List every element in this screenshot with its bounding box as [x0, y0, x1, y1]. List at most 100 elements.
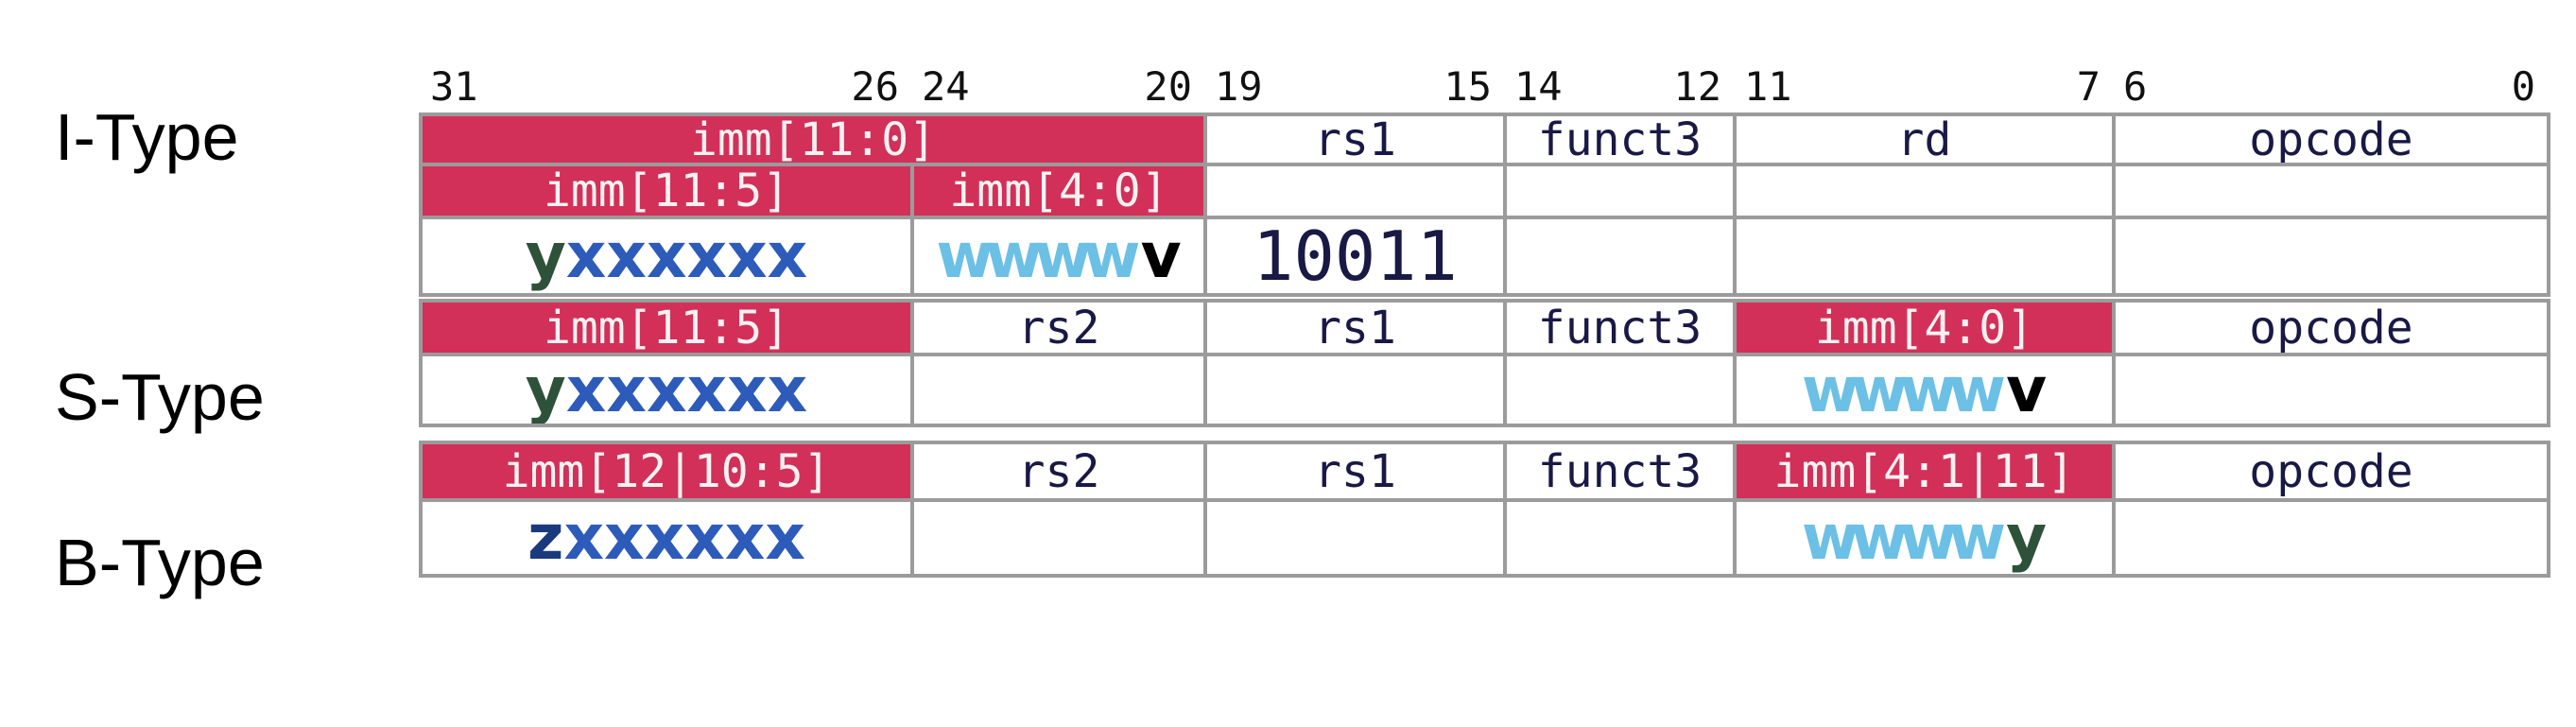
value-char: w [1801, 355, 1859, 425]
value-cell: wwwwv [1733, 353, 2116, 427]
format-table-i-type: imm[11:0] rs1 funct3 rd opcode imm[11:5] imm[4… [419, 113, 2550, 297]
format-label-s-type: S-Type [55, 360, 265, 434]
format-table-s-type: imm[11:5] rs2 rs1 funct3 imm[4:0] opcode yxxxx… [419, 299, 2550, 427]
empty-bit-cell [910, 498, 1207, 578]
field-name-cell: rs2 [910, 299, 1207, 356]
value-char: x [604, 501, 645, 574]
bit-index-low: 0 [2511, 63, 2535, 110]
value-char: w [1850, 501, 1909, 574]
value-char: w [1948, 355, 2007, 425]
value-char: w [1948, 501, 2007, 574]
bit-index-high: 11 [1744, 63, 1792, 110]
empty-bit-cell [1503, 216, 1737, 297]
imm-field-cell: imm[4:0] [1733, 299, 2116, 356]
empty-bit-cell [2112, 163, 2550, 219]
empty-bit-cell [1203, 353, 1507, 427]
bit-index-low: 20 [1144, 63, 1192, 110]
table-row: zxxxxxx wwwwy [419, 498, 2550, 578]
value-char: z [527, 501, 564, 574]
value-char: w [1850, 355, 1909, 425]
value-char: x [724, 501, 766, 574]
value-char: x [686, 355, 728, 425]
value-char: y [525, 219, 566, 292]
value-char: x [686, 219, 728, 292]
value-char: x [646, 219, 687, 292]
empty-bit-cell [2112, 498, 2550, 578]
imm-field-cell: imm[11:5] [419, 299, 914, 356]
value-char: x [727, 355, 768, 425]
value-cell: yxxxxxx [419, 353, 914, 427]
format-label-i-type: I-Type [55, 100, 239, 174]
value-char: y [525, 355, 566, 425]
value-cell: zxxxxxx [419, 498, 914, 578]
value-char: v [2006, 355, 2048, 425]
value-char: x [767, 355, 808, 425]
value-cell: yxxxxxx [419, 216, 914, 297]
value-char: w [936, 219, 994, 292]
imm-field-cell: imm[4:0] [910, 163, 1207, 219]
empty-bit-cell [2112, 353, 2550, 427]
value-char: x [644, 501, 685, 574]
bit-index-low: 12 [1673, 63, 1721, 110]
field-name-cell: opcode [2112, 299, 2550, 356]
bit-index-high: 19 [1215, 63, 1263, 110]
imm-field-cell: imm[4:1|11] [1733, 441, 2116, 502]
field-name-cell: opcode [2112, 113, 2550, 166]
value-char: x [606, 355, 647, 425]
empty-bit-cell [1733, 216, 2116, 297]
empty-bit-cell [2112, 216, 2550, 297]
empty-bit-cell [1503, 353, 1737, 427]
field-name-cell: rs1 [1203, 441, 1507, 502]
field-name-cell: opcode [2112, 441, 2550, 502]
field-name-cell: rs1 [1203, 113, 1507, 166]
bit-index-high: 31 [430, 63, 478, 110]
empty-bit-cell [1503, 498, 1737, 578]
bit-index-low: 7 [2076, 63, 2101, 110]
field-name-cell: funct3 [1503, 113, 1737, 166]
bit-index-low: 15 [1444, 63, 1492, 110]
empty-bit-cell [1733, 163, 2116, 219]
table-row: imm[12|10:5] rs2 rs1 funct3 imm[4:1|11] opcod… [419, 441, 2550, 502]
empty-bit-cell [1203, 498, 1507, 578]
value-char: x [563, 501, 605, 574]
value-char: w [1899, 501, 1958, 574]
binary-value-cell: 10011 [1203, 216, 1507, 297]
bit-range-header: 14 12 [1503, 38, 1733, 113]
field-name-cell: rs1 [1203, 299, 1507, 356]
value-cell: wwwwv [910, 216, 1207, 297]
value-char: x [606, 219, 647, 292]
bit-range-header: 11 7 [1733, 38, 2112, 113]
bit-range-header: 24 20 [910, 38, 1203, 113]
format-label-b-type: B-Type [55, 526, 265, 599]
empty-bit-cell [910, 353, 1207, 427]
bit-range-header: 19 15 [1203, 38, 1503, 113]
value-char: w [1801, 501, 1859, 574]
value-char: x [646, 355, 687, 425]
table-row: yxxxxxx wwwwv 10011 [419, 216, 2550, 297]
value-char: x [767, 219, 808, 292]
value-char: x [565, 355, 607, 425]
imm-field-cell: imm[12|10:5] [419, 441, 914, 502]
value-char: v [1140, 219, 1182, 292]
value-char: x [684, 501, 725, 574]
bit-index-high: 24 [922, 63, 970, 110]
bit-index-header: 31 26 24 20 19 15 14 12 11 7 6 0 [419, 38, 2547, 113]
value-char: x [727, 219, 768, 292]
imm-field-cell: imm[11:5] [419, 163, 914, 219]
value-char: y [2006, 501, 2048, 574]
empty-bit-cell [1203, 163, 1507, 219]
value-cell: wwwwy [1733, 498, 2116, 578]
format-table-b-type: imm[12|10:5] rs2 rs1 funct3 imm[4:1|11] opcod… [419, 441, 2550, 578]
field-name-cell: rd [1733, 113, 2116, 166]
table-row: imm[11:0] rs1 funct3 rd opcode [419, 113, 2550, 166]
field-name-cell: rs2 [910, 441, 1207, 502]
value-char: w [985, 219, 1044, 292]
value-char: x [765, 501, 805, 574]
bit-range-header: 31 26 [419, 38, 910, 113]
table-row: imm[11:5] rs2 rs1 funct3 imm[4:0] opcode [419, 299, 2550, 356]
field-name-cell: funct3 [1503, 299, 1737, 356]
empty-bit-cell [1503, 163, 1737, 219]
bit-index-high: 6 [2123, 63, 2148, 110]
field-name-cell: funct3 [1503, 441, 1737, 502]
